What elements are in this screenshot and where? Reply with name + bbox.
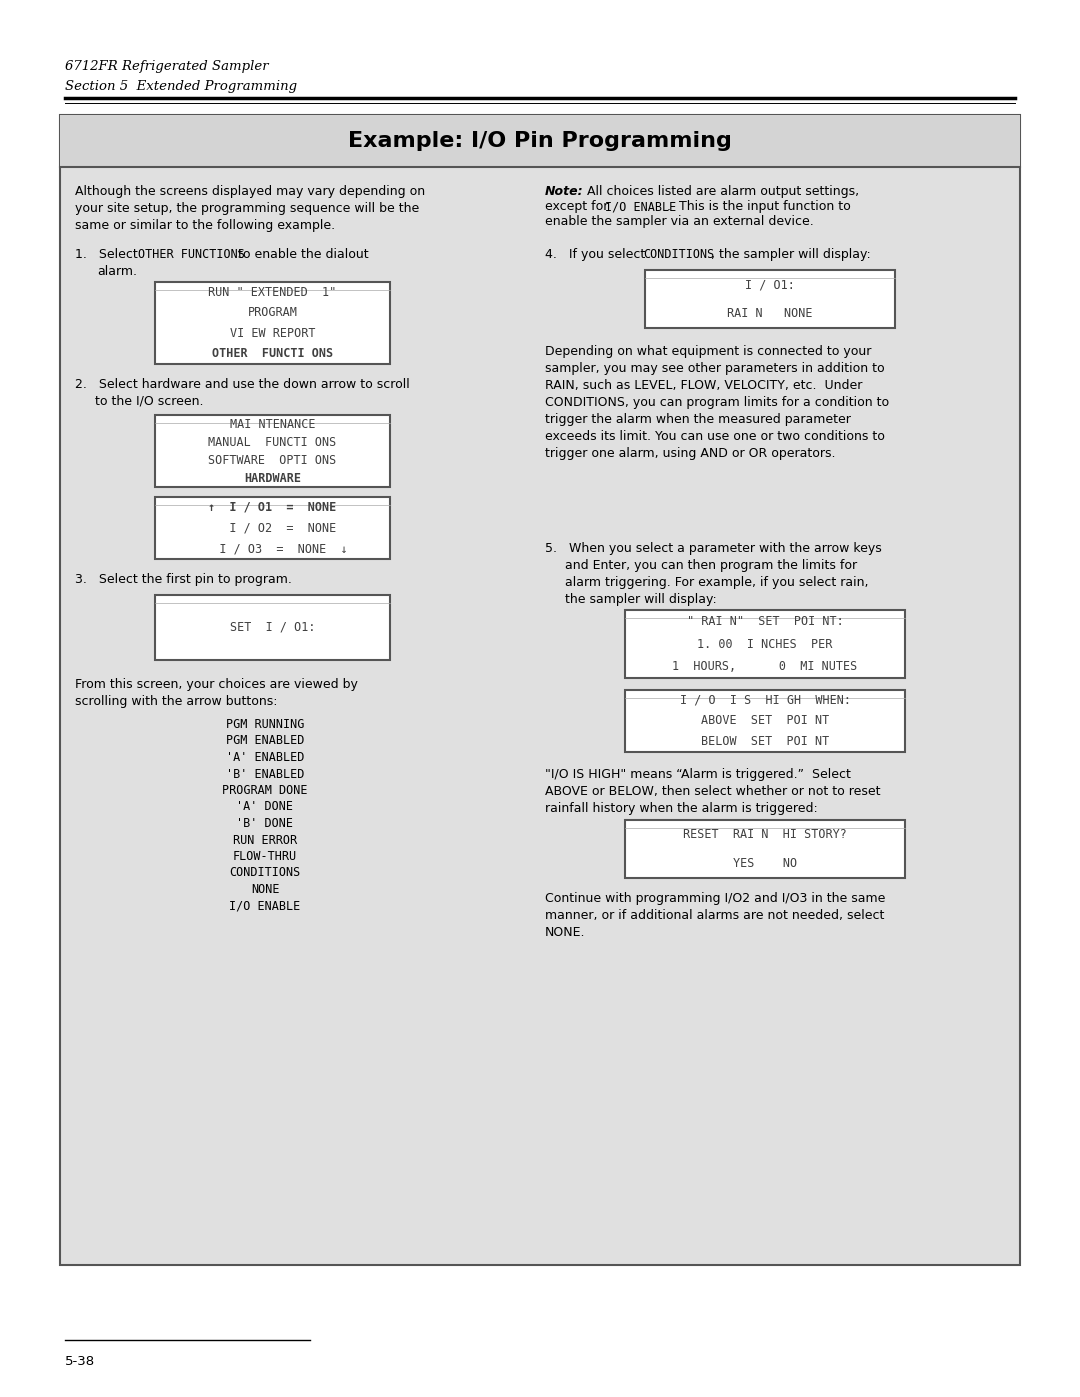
Text: RUN ERROR: RUN ERROR <box>233 834 297 847</box>
Text: enable the sampler via an external device.: enable the sampler via an external devic… <box>545 215 813 228</box>
Text: VI EW REPORT: VI EW REPORT <box>230 327 315 339</box>
Text: 4.   If you select: 4. If you select <box>545 249 649 261</box>
Bar <box>625 820 905 877</box>
Text: 1.   Select: 1. Select <box>75 249 141 261</box>
Bar <box>625 690 905 752</box>
Bar <box>60 115 1020 168</box>
Text: BELOW  SET  POI NT: BELOW SET POI NT <box>701 735 829 749</box>
Text: MANUAL  FUNCTI ONS: MANUAL FUNCTI ONS <box>208 436 337 448</box>
Text: Example: I/O Pin Programming: Example: I/O Pin Programming <box>348 131 732 151</box>
Bar <box>60 115 1020 1266</box>
Text: 'B' DONE: 'B' DONE <box>237 817 294 830</box>
Text: PGM RUNNING: PGM RUNNING <box>226 718 305 731</box>
Text: I / O  I S  HI GH  WHEN:: I / O I S HI GH WHEN: <box>679 694 851 707</box>
Text: PGM ENABLED: PGM ENABLED <box>226 735 305 747</box>
Text: I / O1:: I / O1: <box>745 278 795 291</box>
Text: I/O ENABLE: I/O ENABLE <box>605 200 676 212</box>
Text: RESET  RAI N  HI STORY?: RESET RAI N HI STORY? <box>683 828 847 841</box>
Text: CONDITIONS: CONDITIONS <box>229 866 300 880</box>
Text: 1. 00  I NCHES  PER: 1. 00 I NCHES PER <box>698 637 833 651</box>
Text: PROGRAM: PROGRAM <box>247 306 297 320</box>
Text: All choices listed are alarm output settings,: All choices listed are alarm output sett… <box>583 184 859 198</box>
Text: OTHER FUNCTIONS: OTHER FUNCTIONS <box>138 249 245 261</box>
Text: 2.   Select hardware and use the down arrow to scroll
     to the I/O screen.: 2. Select hardware and use the down arro… <box>75 379 409 408</box>
Text: PROGRAM DONE: PROGRAM DONE <box>222 784 308 798</box>
Text: Note:: Note: <box>545 184 583 198</box>
Text: , the sampler will display:: , the sampler will display: <box>711 249 870 261</box>
Text: OTHER  FUNCTI ONS: OTHER FUNCTI ONS <box>212 348 333 360</box>
Text: to enable the dialout: to enable the dialout <box>234 249 368 261</box>
Text: 'B' ENABLED: 'B' ENABLED <box>226 767 305 781</box>
Text: I/O ENABLE: I/O ENABLE <box>229 900 300 912</box>
Text: Section 5  Extended Programming: Section 5 Extended Programming <box>65 80 297 94</box>
Text: From this screen, your choices are viewed by
scrolling with the arrow buttons:: From this screen, your choices are viewe… <box>75 678 357 708</box>
Bar <box>156 497 390 559</box>
Text: SET  I / O1:: SET I / O1: <box>230 622 315 634</box>
Text: 3.   Select the first pin to program.: 3. Select the first pin to program. <box>75 573 292 585</box>
Text: 'A' DONE: 'A' DONE <box>237 800 294 813</box>
Text: 5-38: 5-38 <box>65 1355 95 1368</box>
Text: NONE: NONE <box>251 883 280 895</box>
Text: I / O2  =  NONE: I / O2 = NONE <box>208 521 337 535</box>
Text: SOFTWARE  OPTI ONS: SOFTWARE OPTI ONS <box>208 454 337 467</box>
Text: MAI NTENANCE: MAI NTENANCE <box>230 418 315 430</box>
Text: YES    NO: YES NO <box>733 856 797 870</box>
Text: I / O3  =  NONE  ↓: I / O3 = NONE ↓ <box>198 542 348 555</box>
Text: 5.   When you select a parameter with the arrow keys
     and Enter, you can the: 5. When you select a parameter with the … <box>545 542 881 606</box>
Text: RAI N   NONE: RAI N NONE <box>727 307 813 320</box>
Text: Depending on what equipment is connected to your
sampler, you may see other para: Depending on what equipment is connected… <box>545 345 889 460</box>
Text: " RAI N"  SET  POI NT:: " RAI N" SET POI NT: <box>687 615 843 627</box>
Text: 1  HOURS,      0  MI NUTES: 1 HOURS, 0 MI NUTES <box>673 661 858 673</box>
Text: .  This is the input function to: . This is the input function to <box>667 200 851 212</box>
Bar <box>156 415 390 488</box>
Text: "I/O IS HIGH" means “Alarm is triggered.”  Select
ABOVE or BELOW, then select wh: "I/O IS HIGH" means “Alarm is triggered.… <box>545 768 880 814</box>
Text: 6712FR Refrigerated Sampler: 6712FR Refrigerated Sampler <box>65 60 269 73</box>
Text: 'A' ENABLED: 'A' ENABLED <box>226 752 305 764</box>
Bar <box>625 610 905 678</box>
Text: ABOVE  SET  POI NT: ABOVE SET POI NT <box>701 714 829 728</box>
Text: CONDITIONS: CONDITIONS <box>643 249 714 261</box>
Text: Continue with programming I/O2 and I/O3 in the same
manner, or if additional ala: Continue with programming I/O2 and I/O3 … <box>545 893 886 939</box>
Bar <box>645 270 895 328</box>
Bar <box>156 595 390 659</box>
Bar <box>156 282 390 365</box>
Text: alarm.: alarm. <box>97 265 137 278</box>
Text: except for: except for <box>545 200 612 212</box>
Text: HARDWARE: HARDWARE <box>244 472 301 485</box>
Text: Although the screens displayed may vary depending on
your site setup, the progra: Although the screens displayed may vary … <box>75 184 426 232</box>
Text: RUN " EXTENDED  1": RUN " EXTENDED 1" <box>208 286 337 299</box>
Text: ↑  I / O1  =  NONE: ↑ I / O1 = NONE <box>208 502 337 514</box>
Text: FLOW-THRU: FLOW-THRU <box>233 849 297 863</box>
